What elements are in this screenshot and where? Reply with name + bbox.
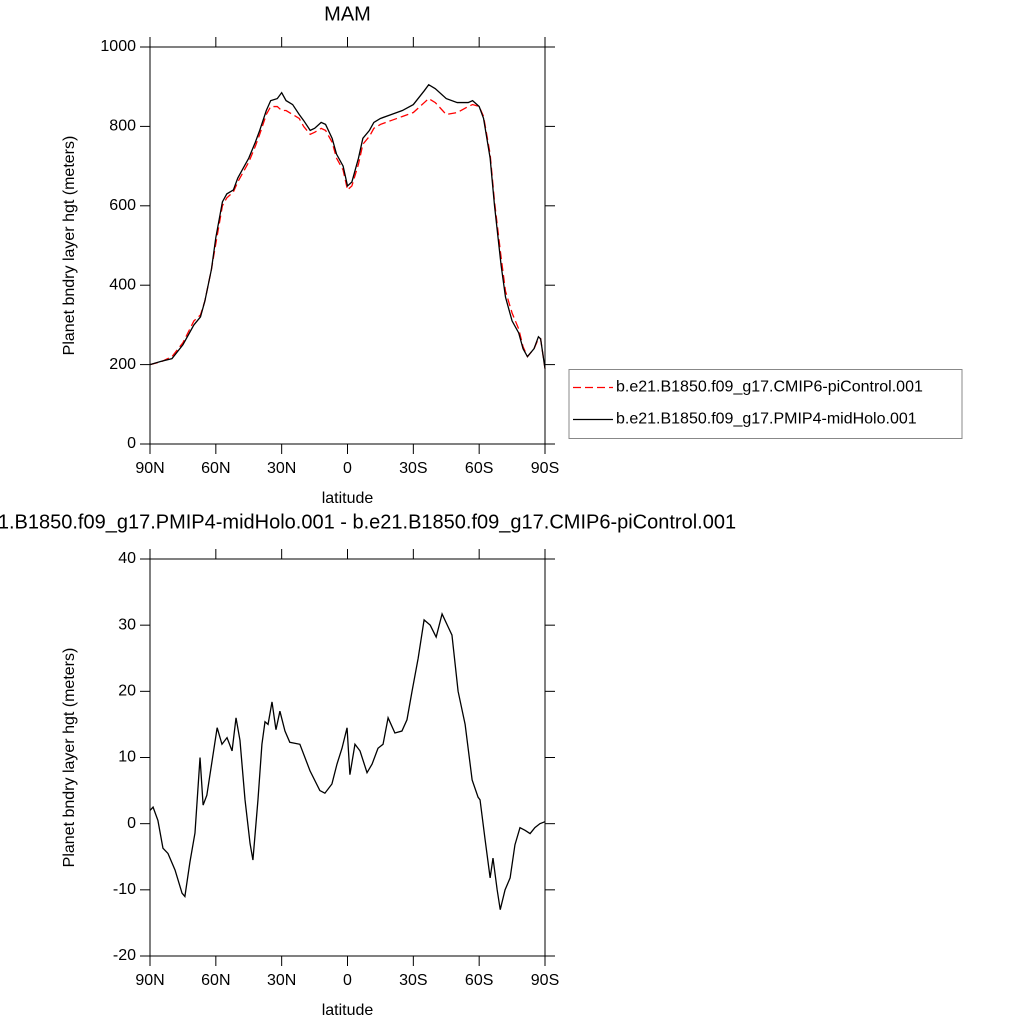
data-line: [149, 611, 546, 910]
y-tick-label: 0: [127, 435, 136, 452]
chart-title: MAM: [324, 3, 371, 25]
x-tick-label: 90N: [135, 460, 164, 477]
x-axis-label: latitude: [322, 490, 374, 507]
x-tick-label: 90N: [135, 972, 164, 989]
plot-frame: [149, 46, 546, 445]
x-tick-label: 90S: [531, 972, 559, 989]
x-tick-label: 60N: [201, 972, 230, 989]
y-tick-label: 20: [118, 683, 136, 700]
x-axis-label: latitude: [322, 1002, 374, 1019]
x-tick-label: 30N: [267, 460, 296, 477]
x-tick-label: 30S: [399, 972, 427, 989]
x-tick-label: 60N: [201, 460, 230, 477]
y-tick-label: 30: [118, 616, 136, 633]
data-line: [149, 97, 546, 369]
y-tick-label: -10: [113, 881, 136, 898]
y-tick-label: 800: [109, 118, 136, 135]
data-line: [149, 83, 546, 369]
x-tick-label: 30N: [267, 972, 296, 989]
y-tick-label: 200: [109, 356, 136, 373]
y-tick-label: 600: [109, 197, 136, 214]
legend-box: [568, 369, 963, 439]
legend-label: b.e21.B1850.f09_g17.CMIP6-piControl.001: [616, 379, 923, 396]
y-axis-label: Planet bndry layer hgt (meters): [61, 136, 78, 356]
x-tick-label: 90S: [531, 460, 559, 477]
x-tick-label: 60S: [465, 972, 493, 989]
x-tick-label: 30S: [399, 460, 427, 477]
y-tick-label: 400: [109, 276, 136, 293]
y-tick-label: -20: [113, 947, 136, 964]
legend-label: b.e21.B1850.f09_g17.PMIP4-midHolo.001: [616, 411, 917, 428]
y-tick-label: 1000: [100, 38, 136, 55]
x-tick-label: 0: [343, 972, 352, 989]
y-axis-label: Planet bndry layer hgt (meters): [61, 648, 78, 868]
chart-title: b.e21.B1850.f09_g17.PMIP4-midHolo.001 - …: [0, 511, 736, 533]
plot-frame: [149, 558, 546, 957]
x-tick-label: 60S: [465, 460, 493, 477]
y-tick-label: 10: [118, 749, 136, 766]
y-tick-label: 0: [127, 815, 136, 832]
x-tick-label: 0: [343, 460, 352, 477]
y-tick-label: 40: [118, 550, 136, 567]
